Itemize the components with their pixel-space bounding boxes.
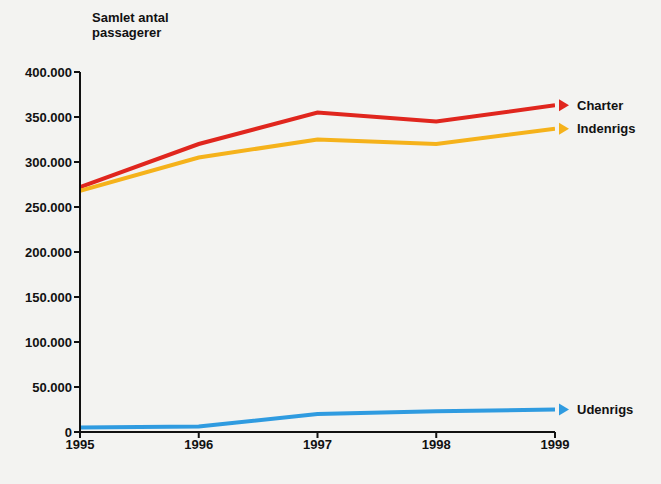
svg-text:Udenrigs: Udenrigs: [577, 402, 633, 417]
svg-text:400.000: 400.000: [25, 65, 72, 80]
svg-text:300.000: 300.000: [25, 155, 72, 170]
svg-text:1996: 1996: [184, 437, 213, 452]
svg-text:1995: 1995: [65, 437, 95, 453]
svg-text:1997: 1997: [303, 437, 332, 452]
html-text:Samlet antal passagerer: Samlet antal passagerer: [92, 10, 169, 40]
svg-text:150.000: 150.000: [25, 290, 72, 305]
svg-text:250.000: 250.000: [25, 200, 72, 215]
svg-text:50.000: 50.000: [32, 380, 72, 395]
svg-text:0: 0: [65, 425, 72, 440]
svg-text:350.000: 350.000: [25, 110, 72, 125]
svg-text:Charter: Charter: [577, 98, 623, 113]
svg-text:Indenrigs: Indenrigs: [577, 121, 636, 136]
svg-text:1998: 1998: [422, 437, 451, 452]
svg-text:200.000: 200.000: [25, 245, 72, 260]
svg-text:1999: 1999: [541, 437, 570, 452]
svg-text:100.000: 100.000: [25, 335, 72, 350]
